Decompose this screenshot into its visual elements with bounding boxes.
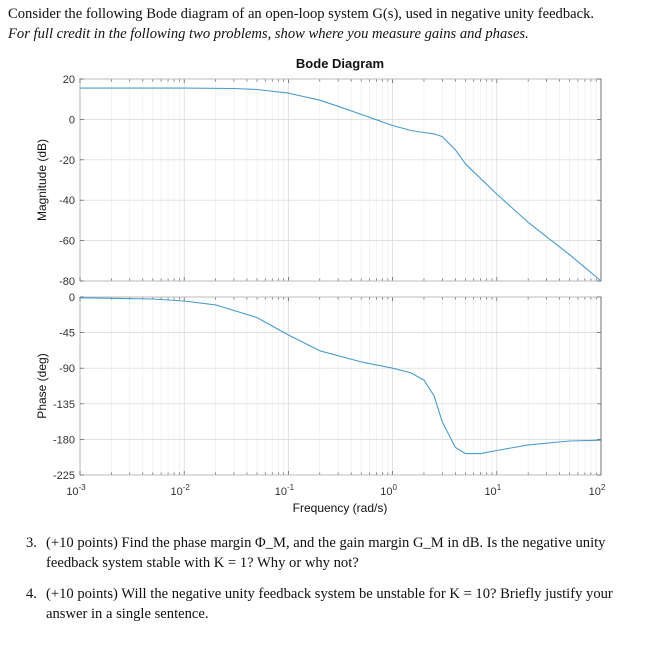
phase-plot-area	[79, 296, 602, 476]
magnitude-tick-label: -20	[59, 155, 75, 167]
x-tick-label: 10-2	[171, 483, 191, 498]
magnitude-tick-label: 20	[63, 74, 75, 86]
question-3-number: 3.	[26, 535, 37, 551]
question-3-text: (+10 points) Find the phase margin Φ_M, …	[46, 535, 606, 571]
x-tick-label: 10-1	[275, 483, 295, 498]
question-3: 3. (+10 points) Find the phase margin Φ_…	[26, 533, 646, 573]
chart-title: Bode Diagram	[296, 56, 384, 71]
x-tick-label: 102	[589, 483, 606, 498]
phase-tick-label: -225	[53, 470, 75, 482]
magnitude-axis-label: Magnitude (dB)	[35, 139, 49, 221]
magnitude-tick-label: 0	[69, 114, 75, 126]
bode-diagram: Bode Diagram 20 0 -20 -40 -60 -80 Magnitude (dB…	[35, 56, 606, 515]
phase-tick-label: -135	[53, 399, 75, 411]
question-4: 4. (+10 points) Will the negative unity …	[26, 584, 646, 624]
magnitude-plot-area	[79, 78, 602, 282]
x-axis-label: Frequency (rad/s)	[293, 501, 388, 515]
magnitude-tick-label: -40	[59, 195, 75, 207]
phase-axis-label: Phase (deg)	[35, 353, 49, 418]
x-tick-label: 100	[380, 483, 397, 498]
phase-tick-label: -45	[59, 328, 75, 340]
magnitude-tick-label: -80	[59, 276, 75, 288]
magnitude-curve	[80, 87, 602, 282]
x-tick-label: 101	[484, 483, 501, 498]
magnitude-tick-label: -60	[59, 236, 75, 248]
x-tick-label: 10-3	[66, 483, 86, 498]
phase-tick-label: -180	[53, 434, 75, 446]
problem-intro: Consider the following Bode diagram of a…	[8, 4, 656, 44]
phase-tick-label: -90	[59, 363, 75, 375]
phase-tick-label: 0	[69, 292, 75, 304]
question-4-text: (+10 points) Will the negative unity fee…	[46, 586, 613, 622]
question-4-number: 4.	[26, 586, 37, 602]
intro-line-2: For full credit in the following two pro…	[8, 26, 529, 42]
intro-line-1: Consider the following Bode diagram of a…	[8, 6, 595, 22]
phase-curve	[79, 297, 602, 455]
